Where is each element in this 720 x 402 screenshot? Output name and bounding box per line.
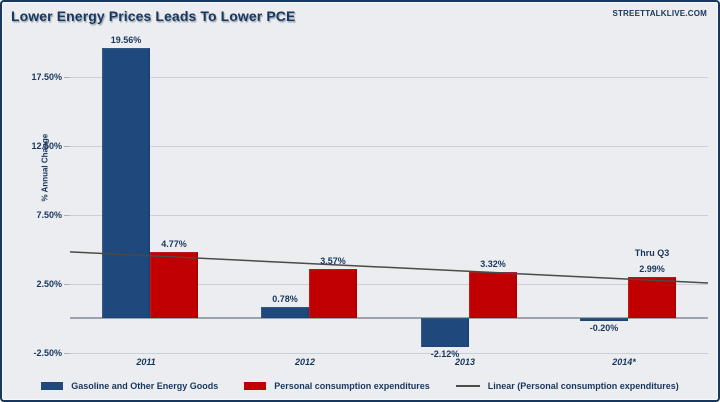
gridline-17.50%	[70, 77, 708, 78]
x-axis-label-2014*: 2014*	[612, 357, 636, 367]
legend-label-gasoline: Gasoline and Other Energy Goods	[71, 381, 219, 391]
legend-swatch-pce	[244, 382, 267, 390]
data-label-gasoline-2014*: -0.20%	[589, 323, 619, 333]
annotation-thru-q3: Thru Q3	[634, 248, 670, 258]
data-label-gasoline-2013: -2.12%	[430, 349, 460, 359]
data-label-pce-2014*: 2.99%	[639, 264, 665, 274]
bar-gasoline-2013	[421, 318, 469, 347]
gridline-2.50%	[70, 284, 708, 285]
y-axis-tick	[64, 77, 70, 78]
y-axis-tick	[64, 284, 70, 285]
gridline-12.50%	[70, 146, 708, 147]
legend-item-linear-trend: Linear (Personal consumption expenditure…	[455, 381, 679, 391]
x-axis-label-2013: 2013	[454, 357, 476, 367]
data-label-gasoline-2011: 19.56%	[110, 35, 142, 45]
bar-gasoline-2012	[261, 307, 309, 318]
legend-item-pce: Personal consumption expenditures	[244, 381, 430, 391]
y-axis-label: 12.50%	[31, 141, 62, 151]
chart-title: Lower Energy Prices Leads To Lower PCE	[11, 8, 296, 24]
data-label-pce-2012: 3.57%	[320, 256, 346, 266]
legend-label-pce: Personal consumption expenditures	[274, 381, 430, 391]
data-label-pce-2011: 4.77%	[161, 239, 187, 249]
y-axis-label: 17.50%	[31, 72, 62, 82]
y-axis-label: 7.50%	[36, 210, 62, 220]
y-axis-tick	[64, 353, 70, 354]
data-label-pce-2013: 3.32%	[480, 259, 506, 269]
bar-pce-2011	[150, 252, 198, 318]
y-axis-label: 2.50%	[36, 279, 62, 289]
bar-pce-2013	[469, 272, 517, 318]
data-label-gasoline-2012: 0.78%	[272, 294, 298, 304]
legend-item-gasoline: Gasoline and Other Energy Goods	[41, 381, 218, 391]
gridline--2.50%	[70, 353, 708, 354]
gridline-7.50%	[70, 215, 708, 216]
y-axis-tick	[64, 146, 70, 147]
bar-pce-2012	[309, 269, 357, 318]
x-axis-label-2011: 2011	[136, 357, 156, 367]
zero-baseline	[70, 317, 708, 319]
bar-gasoline-2014*	[580, 318, 628, 321]
y-axis-label: -2.50%	[33, 348, 62, 358]
x-axis-label-2012: 2012	[294, 357, 316, 367]
watermark-streettalklive: STREETTALKLIVE.COM	[612, 9, 707, 18]
y-axis-tick	[64, 215, 70, 216]
bar-pce-2014*	[628, 277, 676, 318]
legend-swatch-linear-trend	[455, 385, 480, 387]
legend: Gasoline and Other Energy Goods Personal…	[2, 378, 718, 394]
legend-label-linear-trend: Linear (Personal consumption expenditure…	[487, 381, 679, 391]
bar-gasoline-2011	[102, 48, 150, 318]
legend-swatch-gasoline	[41, 382, 64, 390]
